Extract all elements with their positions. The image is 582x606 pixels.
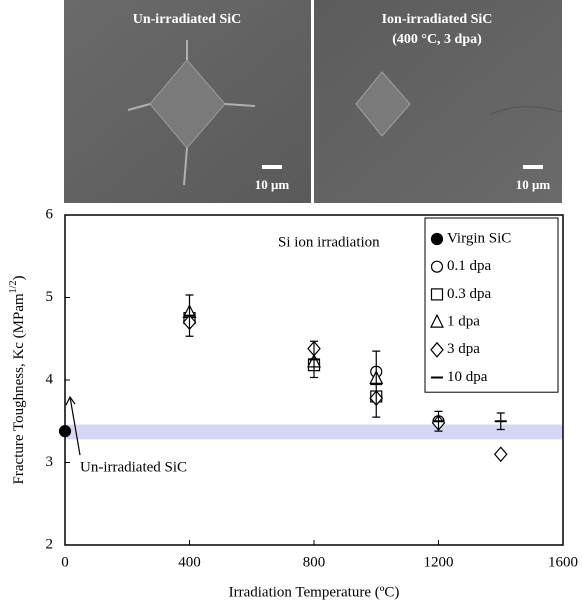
x-tick-label: 400	[178, 554, 201, 570]
image-label: Ion-irradiated SiC	[382, 12, 493, 27]
legend: Virgin SiC 0.1 dpa 0.3 dpa 1 dpa 3 dpa 10 dpa	[424, 217, 559, 393]
point	[430, 288, 444, 301]
y-tick-label: 2	[46, 536, 54, 552]
legend-label: 10 dpa	[447, 369, 488, 385]
y-axis-label-part: Fracture Toughness, Kc (MPam	[11, 293, 27, 484]
y-axis-label: Fracture Toughness, Kc (MPam1/2)	[8, 276, 27, 485]
x-tick-label: 1600	[548, 554, 578, 570]
legend-label: 3 dpa	[447, 341, 480, 357]
image-label: (400 °C, 3 dpa)	[392, 32, 482, 47]
point	[58, 425, 72, 438]
x-tick-label: 1200	[424, 554, 454, 570]
y-tick-label: 6	[46, 206, 54, 222]
micrograph-left: Un-irradiated SiC 10 μm	[64, 0, 311, 203]
y-tick-label: 4	[46, 371, 54, 387]
legend-box	[424, 217, 559, 393]
legend-label: 1 dpa	[447, 314, 480, 330]
point	[430, 232, 444, 246]
scale-bar-label: 10 μm	[255, 177, 290, 192]
annotation-arrow	[65, 395, 81, 456]
scale-bar-label: 10 μm	[516, 177, 551, 192]
y-axis-label-part: 1/2	[8, 281, 19, 294]
y-tick-label: 3	[46, 454, 54, 470]
x-tick-label: 800	[303, 554, 326, 570]
point	[430, 313, 444, 328]
point	[430, 341, 444, 358]
y-tick-label: 5	[46, 289, 54, 305]
point	[493, 446, 508, 463]
x-axis-label: Irradiation Temperature (ºC)	[229, 584, 400, 600]
legend-label: 0.1 dpa	[447, 258, 492, 274]
chart: 0 400 800 1200 1600 2 3 4 5 6 Irradiation Temperat…	[8, 206, 578, 600]
annotation: Si ion irradiation	[278, 234, 380, 250]
legend-label: 0.3 dpa	[447, 286, 492, 302]
image-label: Un-irradiated SiC	[133, 12, 242, 27]
point	[430, 260, 444, 273]
legend-label: Virgin SiC	[447, 230, 511, 246]
reference-band	[65, 424, 563, 440]
y-axis-label-part: )	[11, 276, 27, 281]
micrograph-right: Ion-irradiated SiC (400 °C, 3 dpa) 10 μm	[314, 0, 563, 203]
x-tick-label: 0	[61, 554, 69, 570]
annotation: Un-irradiated SiC	[80, 459, 187, 475]
